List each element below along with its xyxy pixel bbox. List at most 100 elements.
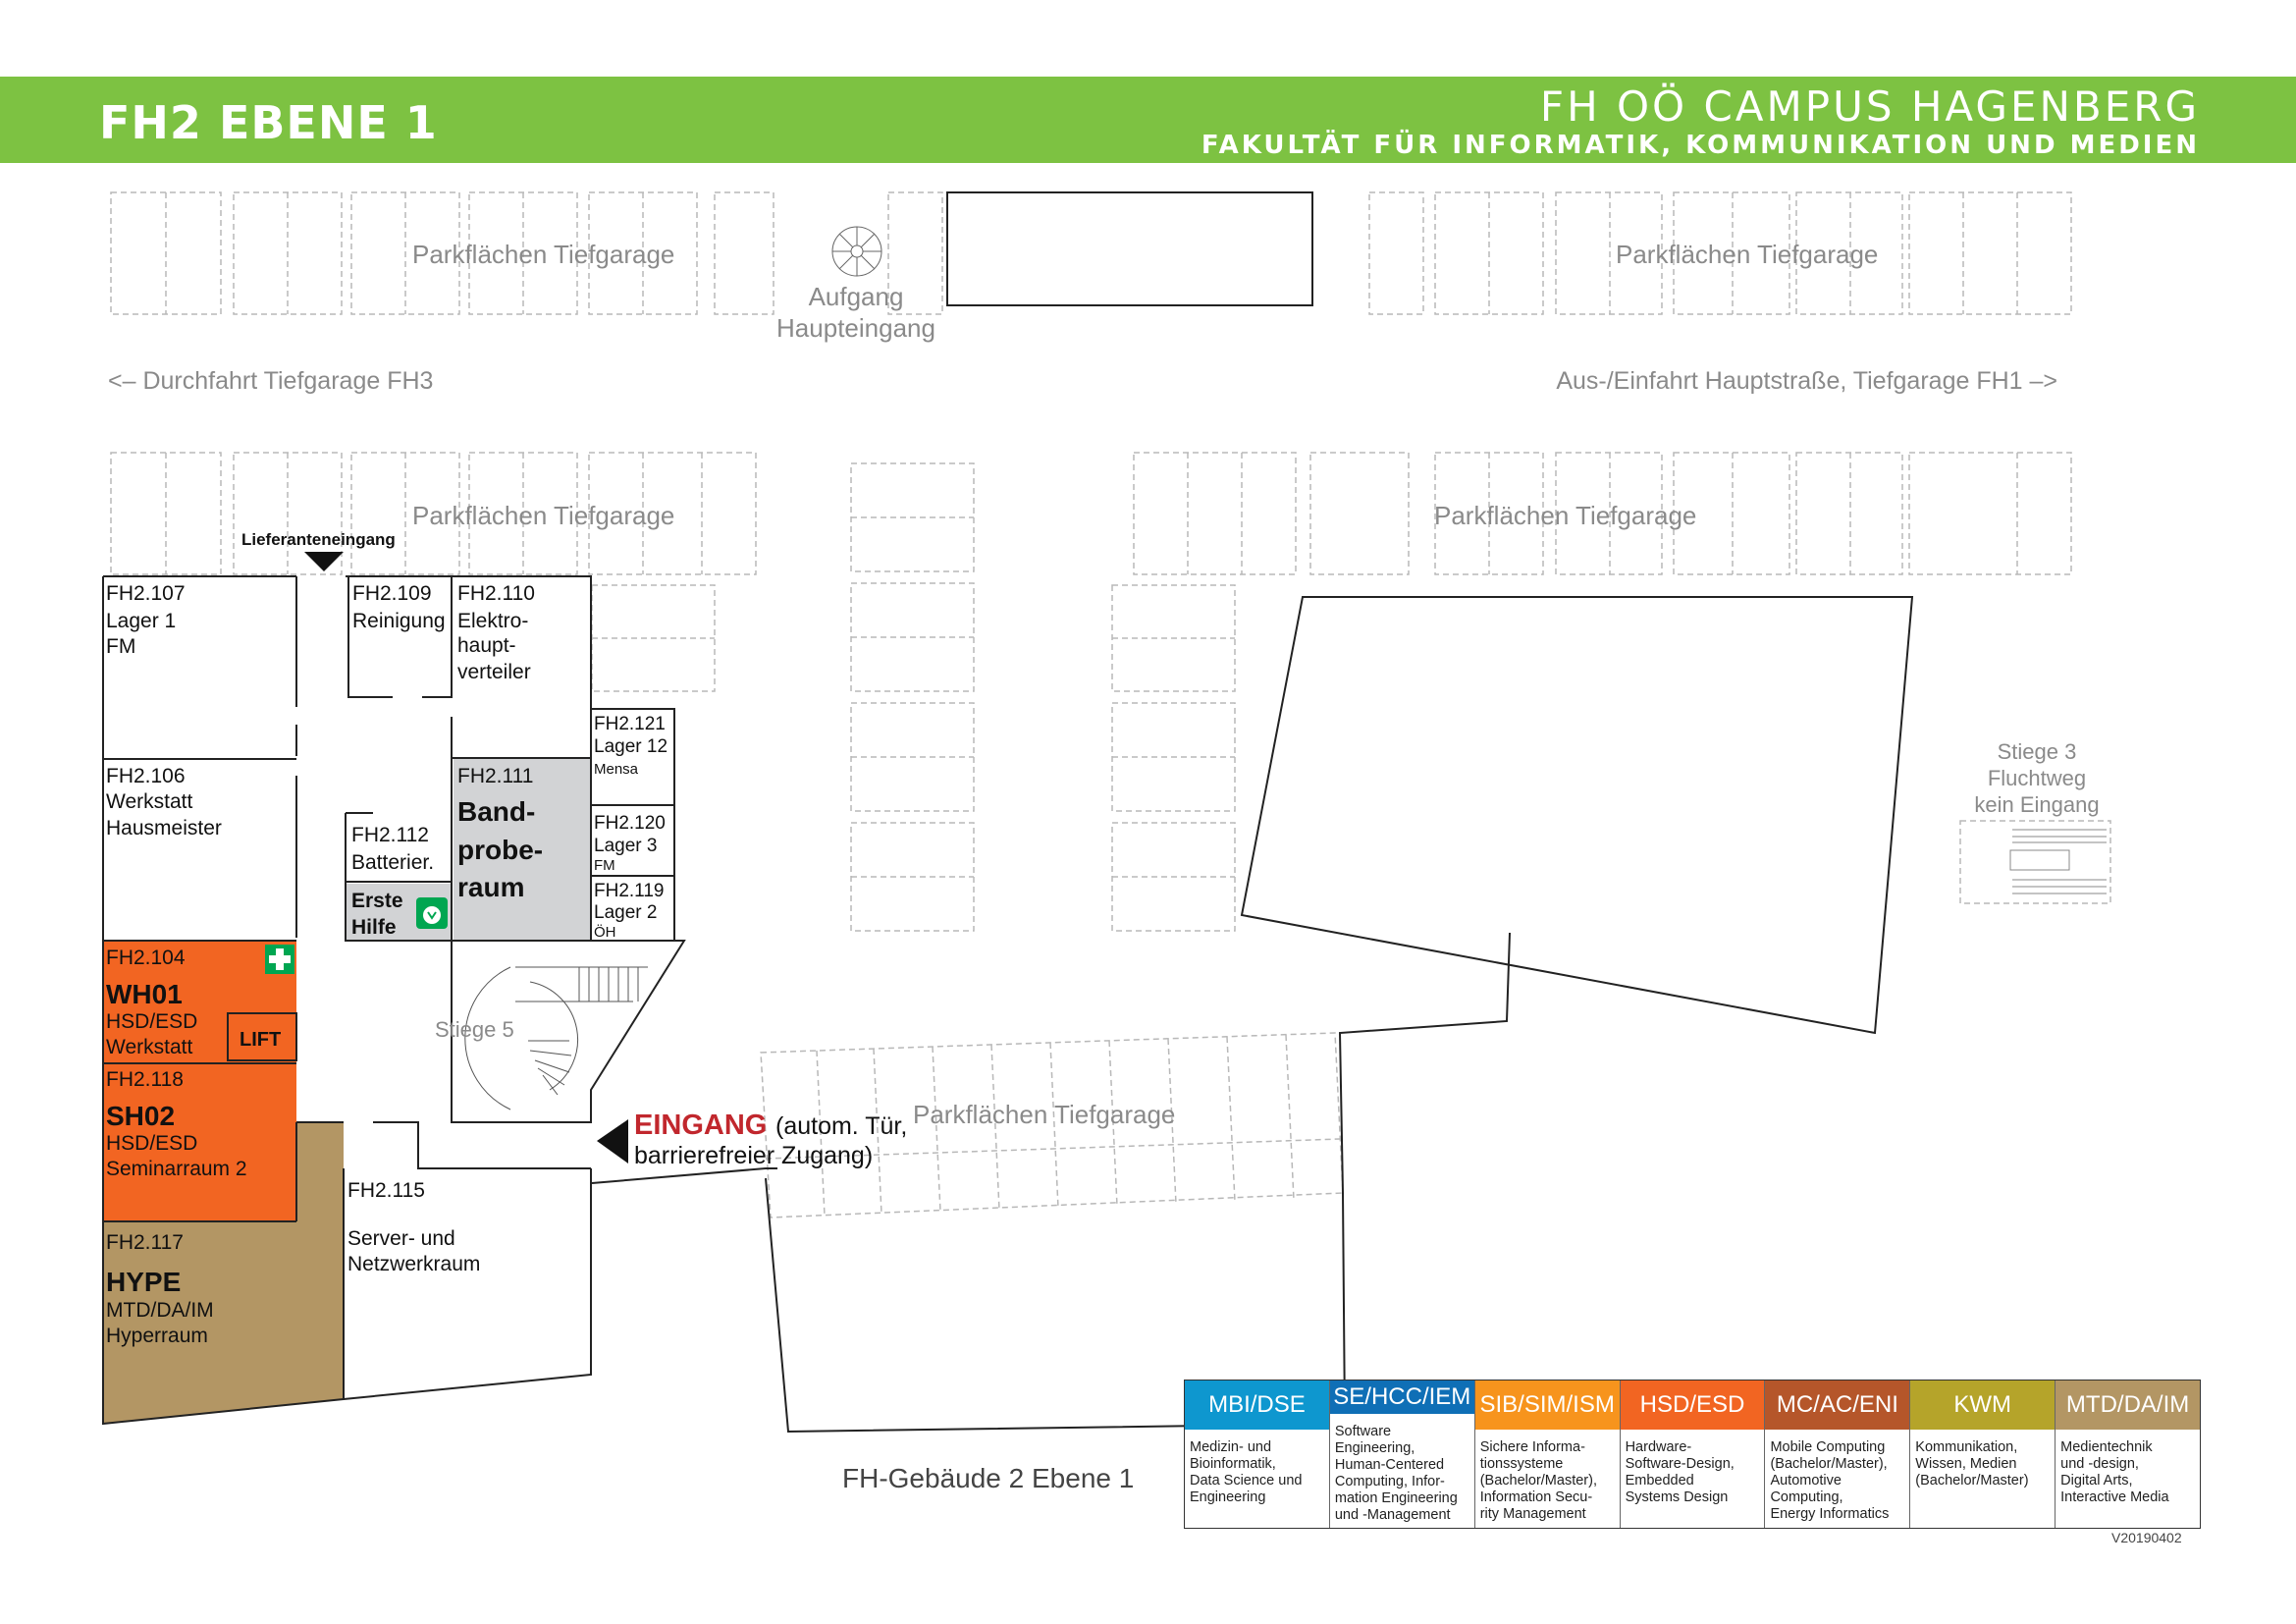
legend-description-line: Kommunikation, [1915,1439,2018,1455]
pass-fh3-label: <– Durchfahrt Tiefgarage FH3 [108,367,433,395]
svg-text:WH01: WH01 [106,979,183,1009]
legend-description: Hardware- Software-Design, Embedded Systems… [1621,1430,1765,1510]
legend-description-line: mation Engineering [1334,1490,1458,1506]
room-fh2-118: FH2.118 SH02 HSD/ESD Seminarraum 2 [106,1068,247,1180]
svg-text:FM: FM [106,635,135,658]
parking-label-mid-right: Parkflächen Tiefgarage [1434,501,1696,530]
svg-text:FH2.104: FH2.104 [106,947,186,969]
delivery-entrance-label: Lieferanteneingang [241,530,396,549]
svg-text:HSD/ESD: HSD/ESD [106,1132,197,1155]
building-outlines [591,191,1914,1434]
legend-code: KWM [1910,1380,2056,1430]
legend-code: MC/AC/ENI [1765,1380,1910,1430]
legend-description-line: Embedded [1625,1473,1694,1489]
legend-column: MC/AC/ENI Mobile Computing (Bachelor/Maste… [1765,1380,1911,1528]
svg-text:FM: FM [594,857,615,874]
room-fh2-111: FH2.111 Band- probe- raum [457,765,543,902]
svg-text:haupt-: haupt- [457,634,516,657]
svg-text:Erste: Erste [351,890,403,912]
legend-column: SE/HCC/IEM Software Engineering, Human-Cen… [1329,1380,1475,1528]
room-fh2-118-fill [103,1063,296,1221]
delivery-arrow-icon [304,552,344,571]
svg-text:Mensa: Mensa [594,761,639,778]
svg-text:Werkstatt: Werkstatt [106,1036,192,1058]
legend-column: KWM Kommunikation, Wissen, Medien (Bachelor… [1910,1380,2056,1528]
stair-3-label-3: kein Eingang [1974,792,2099,817]
parking-label-top-right: Parkflächen Tiefgarage [1616,240,1878,269]
legend-column: HSD/ESD Hardware- Software-Design, Embedded… [1620,1380,1766,1528]
legend-description-line: (Bachelor/Master), [1770,1456,1888,1472]
legend-description-line: Engineering [1190,1489,1266,1505]
legend-description-line: Energy Informatics [1770,1506,1890,1522]
svg-text:Lager 12: Lager 12 [594,736,667,757]
spiral-staircase-icon [831,226,882,277]
entrance-text-1: (autom. Tür, [775,1112,907,1140]
legend-description-line: Data Science und [1190,1473,1303,1489]
svg-text:Batterier.: Batterier. [351,851,434,874]
legend-column: MTD/DA/IM Medientechnik und -design, Digita… [2056,1380,2201,1528]
legend-description-line: Systems Design [1625,1489,1729,1505]
svg-text:Elektro-: Elektro- [457,610,528,632]
svg-text:Werkstatt: Werkstatt [106,790,192,813]
legend-description-line: und -Management [1334,1507,1451,1523]
room-fh2-117: FH2.117 HYPE MTD/DA/IM Hyperraum [106,1231,214,1347]
stair-5-label: Stiege 5 [435,1017,514,1042]
legend-code: MBI/DSE [1185,1380,1329,1430]
svg-text:raum: raum [457,872,524,902]
svg-text:MTD/DA/IM: MTD/DA/IM [106,1299,214,1322]
defibrillator-icon [416,897,448,929]
legend-code: SE/HCC/IEM [1329,1380,1474,1414]
svg-text:Netzwerkraum: Netzwerkraum [347,1253,480,1275]
svg-text:Hyperraum: Hyperraum [106,1325,208,1347]
room-fh2-121: FH2.121 Lager 12 Mensa [594,714,667,778]
legend-description-line: Digital Arts, [2060,1473,2133,1489]
parking-label-bottom: Parkflächen Tiefgarage [913,1100,1175,1129]
legend-description-line: (Bachelor/Master) [1915,1473,2029,1489]
legend-column: SIB/SIM/ISM Sichere Informa-tionssysteme(… [1474,1380,1621,1528]
campus-name: FH OÖ CAMPUS HAGENBERG [1539,82,2200,131]
svg-text:FH2.106: FH2.106 [106,765,186,787]
legend-description-line: Mobile Computing [1770,1439,1886,1455]
legend-description-line: Information Secu- [1479,1489,1593,1505]
room-fh2-115: FH2.115 Server- und Netzwerkraum [347,1179,480,1275]
parking-label-top-left: Parkflächen Tiefgarage [412,240,674,269]
legend-column: MBI/DSE Medizin- und Bioinformatik, Data Sc… [1185,1380,1330,1528]
svg-text:Seminarraum 2: Seminarraum 2 [106,1158,247,1180]
legend-description: Medientechnik und -design, Digital Arts, In… [2056,1430,2200,1510]
svg-text:FH2.121: FH2.121 [594,714,666,734]
legend-description-line: Software Engineering, [1334,1424,1415,1456]
legend-description: Medizin- und Bioinformatik, Data Science u… [1185,1430,1329,1510]
room-fh2-117-fill [103,1122,344,1424]
stair-5-drawing [464,966,648,1110]
svg-text:verteiler: verteiler [457,661,531,683]
legend-description-line: Software-Design, [1625,1456,1735,1472]
legend-code: SIB/SIM/ISM [1474,1380,1620,1430]
straight-staircase-icon [2009,829,2107,894]
legend-code: MTD/DA/IM [2056,1380,2201,1430]
room-fh2-112: FH2.112 Batterier. [351,824,434,874]
parking-label-mid-left: Parkflächen Tiefgarage [412,501,674,530]
building-level-label: FH-Gebäude 2 Ebene 1 [842,1463,1135,1493]
legend-description-line: Automotive [1770,1473,1842,1489]
legend-description-line: Wissen, Medien [1915,1456,2017,1472]
entrance-text-2: barrierefreier Zugang) [634,1142,873,1169]
legend-description-line: Computing, Infor- [1334,1474,1445,1489]
svg-text:Lager 1: Lager 1 [106,610,176,632]
svg-text:probe-: probe- [457,835,543,865]
room-fh2-111-fill [454,758,591,941]
room-fh2-120: FH2.120 Lager 3 FM [594,813,666,874]
legend-description-line: Medientechnik [2060,1439,2153,1455]
svg-text:FH2.118: FH2.118 [106,1068,184,1091]
room-fh2-110: FH2.110 Elektro- haupt- verteiler [457,582,535,683]
legend-description-line: Computing, [1770,1489,1843,1505]
svg-text:FH2.111: FH2.111 [457,765,533,787]
svg-text:ÖH: ÖH [594,923,616,941]
first-aid-room: Erste Hilfe [351,890,403,939]
room-fh2-104: FH2.104 WH01 HSD/ESD Werkstatt [106,947,197,1058]
legend-code: HSD/ESD [1620,1380,1765,1430]
svg-text:Reinigung: Reinigung [352,610,446,632]
svg-text:Lager 2: Lager 2 [594,902,657,923]
legend-description-line: Interactive Media [2060,1489,2169,1505]
legend-description-line: Human-Centered [1334,1457,1445,1473]
